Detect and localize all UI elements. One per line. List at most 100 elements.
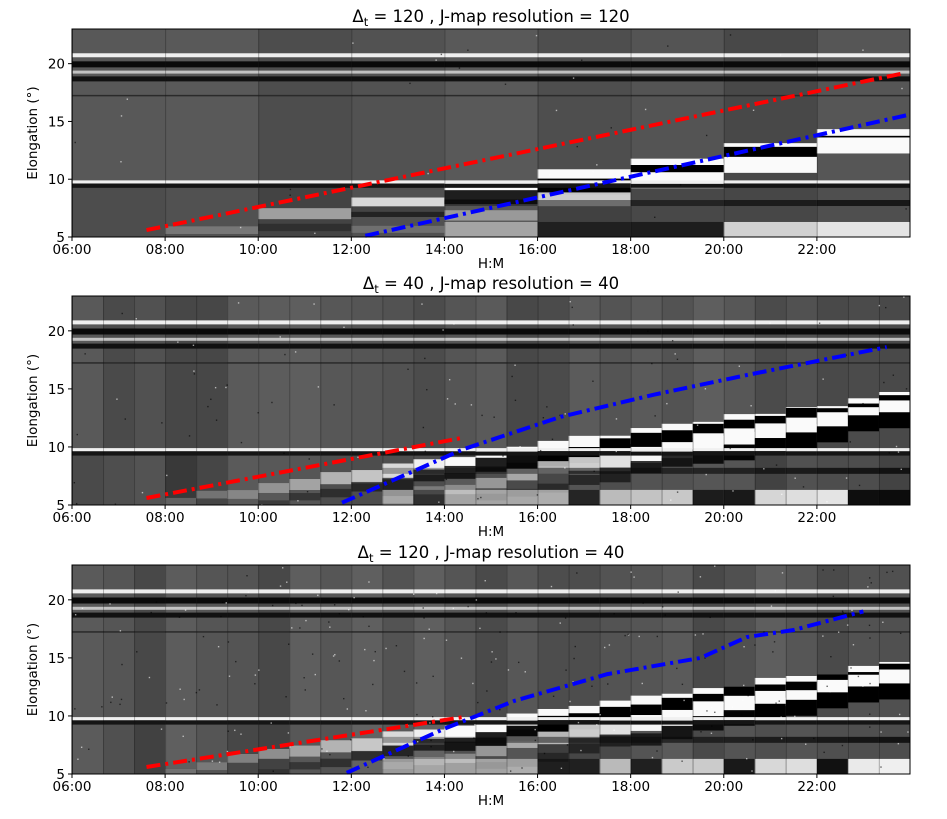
noise-speck — [747, 694, 749, 697]
noise-speck — [742, 699, 744, 701]
noise-speck — [116, 398, 118, 400]
noise-speck — [779, 54, 782, 56]
noise-speck — [475, 599, 478, 601]
noise-speck — [671, 339, 674, 342]
noise-speck — [576, 572, 578, 574]
y-axis-label: Elongation (°) — [25, 86, 41, 179]
noise-speck — [846, 624, 849, 626]
noise-speck — [301, 604, 303, 607]
noise-speck — [656, 750, 658, 752]
noise-speck — [683, 699, 685, 702]
noise-speck — [135, 318, 137, 320]
x-tick-label: 16:00 — [518, 779, 557, 795]
noise-speck — [303, 677, 305, 679]
noise-speck — [892, 374, 895, 376]
noise-speck — [210, 398, 212, 401]
noise-speck — [279, 585, 282, 587]
noise-speck — [897, 742, 900, 745]
noise-speck — [184, 609, 187, 611]
noise-speck — [818, 322, 821, 324]
x-tick-label: 14:00 — [425, 510, 464, 526]
jmap-strip — [134, 565, 166, 774]
noise-speck — [596, 164, 598, 166]
panel-title: Δt = 120 , J-map resolution = 120 — [352, 7, 629, 29]
noise-speck — [778, 700, 780, 702]
noise-speck — [613, 613, 615, 615]
y-tick-label: 20 — [48, 324, 65, 340]
noise-speck — [313, 303, 315, 305]
noise-speck — [826, 685, 828, 688]
noise-speck — [110, 701, 112, 704]
noise-speck — [610, 127, 612, 129]
noise-speck — [702, 633, 704, 635]
noise-speck — [74, 708, 76, 710]
noise-speck — [870, 582, 872, 584]
noise-speck — [155, 601, 158, 603]
jmap-strip — [568, 296, 601, 505]
noise-speck — [559, 622, 561, 624]
noise-speck — [534, 739, 537, 742]
x-tick-label: 22:00 — [797, 779, 836, 795]
noise-speck — [453, 323, 455, 325]
noise-speck — [121, 663, 123, 666]
noise-speck — [681, 683, 684, 686]
noise-speck — [780, 716, 782, 718]
noise-speck — [228, 675, 231, 677]
noise-speck — [416, 713, 418, 716]
noise-speck — [141, 491, 144, 494]
noise-speck — [781, 493, 783, 496]
noise-speck — [473, 737, 475, 739]
noise-speck — [627, 633, 629, 636]
noise-speck — [353, 596, 355, 599]
jmap-strip — [475, 565, 508, 774]
noise-speck — [257, 412, 259, 414]
noise-speck — [581, 59, 583, 61]
noise-speck — [898, 713, 901, 716]
noise-speck — [696, 424, 699, 426]
jmap-strip — [134, 296, 166, 505]
noise-speck — [165, 702, 168, 704]
noise-speck — [150, 611, 152, 614]
noise-speck — [615, 450, 618, 453]
noise-speck — [560, 767, 563, 770]
x-tick-label: 20:00 — [704, 779, 743, 795]
noise-speck — [467, 605, 469, 608]
y-tick-label: 15 — [48, 651, 65, 667]
x-tick-label: 14:00 — [425, 779, 464, 795]
x-tick-label: 06:00 — [53, 242, 92, 258]
noise-speck — [676, 667, 678, 670]
x-tick-label: 18:00 — [611, 242, 650, 258]
noise-speck — [868, 624, 871, 627]
noise-speck — [234, 729, 236, 732]
noise-speck — [565, 669, 567, 671]
noise-speck — [869, 637, 871, 639]
x-tick-label: 22:00 — [797, 242, 836, 258]
noise-speck — [676, 358, 679, 361]
noise-speck — [700, 731, 702, 733]
noise-speck — [480, 496, 482, 499]
noise-speck — [517, 661, 520, 664]
noise-speck — [564, 413, 566, 415]
axes-frame — [71, 28, 911, 238]
noise-speck — [424, 450, 427, 453]
noise-speck — [899, 632, 902, 635]
noise-speck — [258, 669, 260, 671]
noise-speck — [572, 77, 575, 79]
x-tick-label: 20:00 — [704, 510, 743, 526]
noise-speck — [743, 684, 745, 687]
noise-speck — [566, 744, 569, 746]
noise-speck — [304, 689, 306, 691]
noise-speck — [421, 303, 423, 305]
noise-speck — [829, 690, 831, 693]
x-tick-label: 10:00 — [239, 242, 278, 258]
noise-speck — [362, 616, 364, 618]
x-axis-label: H:M — [478, 256, 504, 272]
blue-track-line — [341, 345, 888, 505]
noise-speck — [430, 745, 432, 748]
x-tick-label: 10:00 — [239, 779, 278, 795]
noise-speck — [535, 34, 538, 37]
x-tick-label: 06:00 — [53, 779, 92, 795]
jmap-strip — [785, 296, 818, 505]
jmap-strip — [289, 296, 321, 505]
noise-speck — [338, 613, 341, 615]
